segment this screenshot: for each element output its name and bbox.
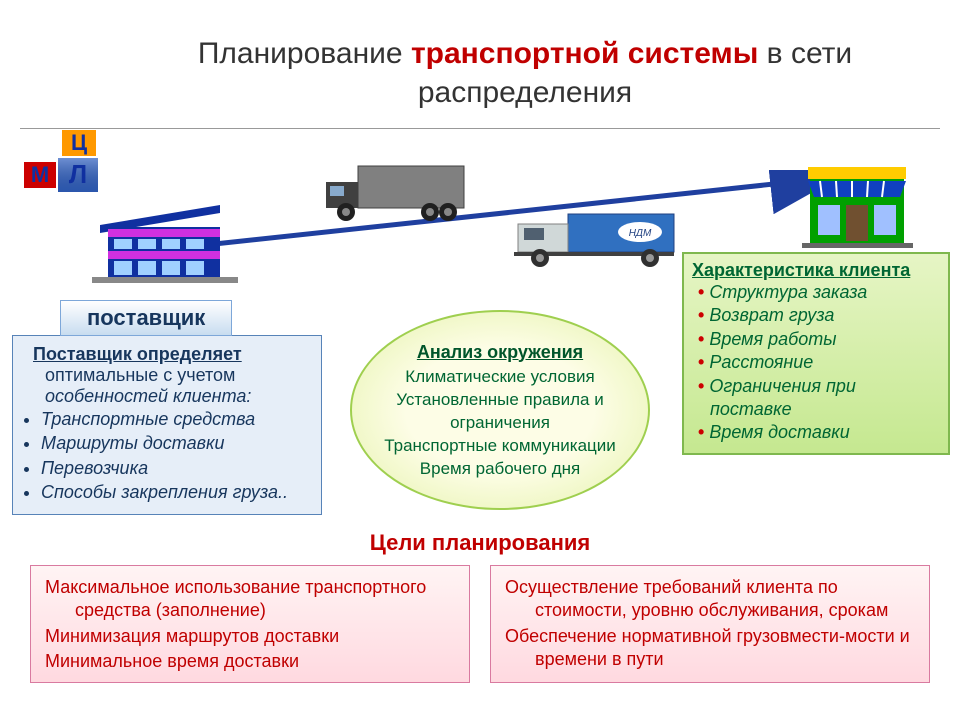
list-item: Время доставки <box>694 421 944 444</box>
logo-letter-2: М <box>31 162 49 187</box>
title-pre: Планирование <box>198 37 411 70</box>
logo-letter-1: Л <box>69 159 87 189</box>
supplier-sub1: оптимальные с учетом <box>19 365 315 386</box>
list-item: Возврат груза <box>694 304 944 327</box>
logo-letter-0: Ц <box>71 130 87 155</box>
list-item: Способы закрепления груза.. <box>41 480 315 504</box>
supplier-header: Поставщик определяет <box>19 344 315 365</box>
goals-title: Цели планирования <box>0 530 960 556</box>
oval-line: Климатические условия <box>405 366 594 389</box>
supplier-tag: поставщик <box>60 300 232 336</box>
list-item: Расстояние <box>694 351 944 374</box>
goal-item: Минимальное время доставки <box>45 650 461 673</box>
title-emph: транспортной системы <box>411 37 758 70</box>
warehouse-icon <box>90 195 240 285</box>
list-item: Время работы <box>694 328 944 351</box>
goals-box-right: Осуществление требований клиента по стои… <box>490 565 930 683</box>
list-item: Транспортные средства <box>41 407 315 431</box>
client-header: Характеристика клиента <box>692 260 944 281</box>
oval-line: Транспортные коммуникации <box>384 435 616 458</box>
list-item: Структура заказа <box>694 281 944 304</box>
analysis-oval: Анализ окружения Климатические условия У… <box>350 310 650 510</box>
oval-line: Время рабочего дня <box>420 458 580 481</box>
client-list: Структура заказа Возврат груза Время раб… <box>692 281 944 445</box>
client-box: Характеристика клиента Структура заказа … <box>682 252 950 455</box>
oval-header: Анализ окружения <box>417 340 583 364</box>
goal-item: Минимизация маршрутов доставки <box>45 625 461 648</box>
supplier-box: Поставщик определяет оптимальные с учето… <box>12 335 322 515</box>
store-icon <box>800 165 915 250</box>
supplier-sub2: особенностей клиента: <box>19 386 315 407</box>
goal-item: Максимальное использование транспортного… <box>45 576 461 623</box>
list-item: Ограничения при поставке <box>694 375 944 422</box>
supplier-list: Транспортные средства Маршруты доставки … <box>19 407 315 504</box>
goals-box-left: Максимальное использование транспортного… <box>30 565 470 683</box>
truck-small-icon: НДМ <box>510 210 680 270</box>
goal-item: Осуществление требований клиента по стои… <box>505 576 921 623</box>
truck-label: НДМ <box>629 228 652 239</box>
slide-title: Планирование транспортной системы в сети… <box>130 34 920 112</box>
title-underline <box>20 128 940 129</box>
truck-large-icon <box>320 160 470 225</box>
goal-item: Обеспечение нормативной грузовмести-мост… <box>505 625 921 672</box>
list-item: Маршруты доставки <box>41 431 315 455</box>
oval-line: Установленные правила и ограничения <box>370 389 630 435</box>
list-item: Перевозчика <box>41 456 315 480</box>
